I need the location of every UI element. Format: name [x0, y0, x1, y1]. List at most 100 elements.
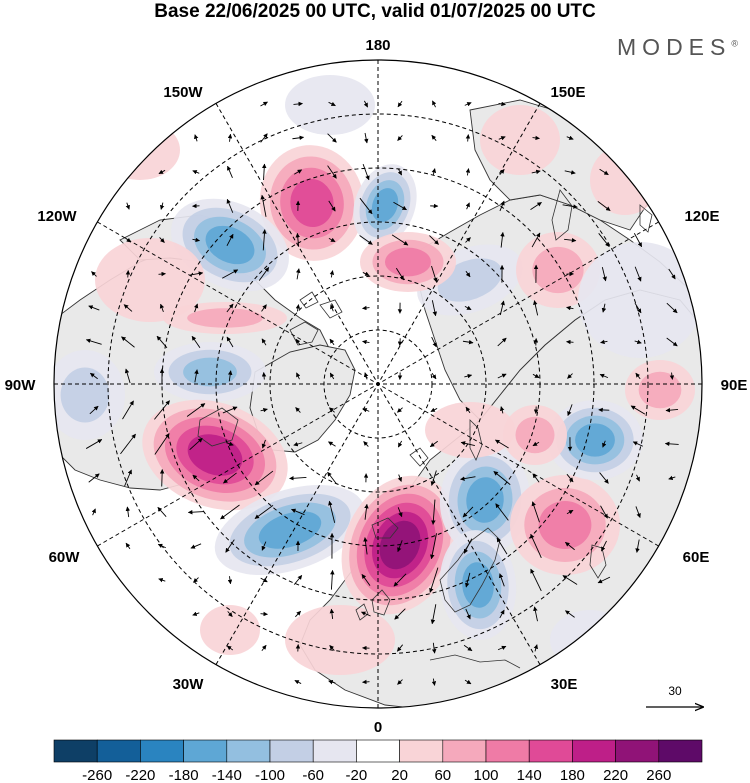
wind-vector — [630, 405, 646, 415]
wind-vector — [531, 169, 541, 175]
wind-vector — [395, 267, 405, 281]
wind-vector — [329, 372, 335, 380]
wind-vector — [363, 132, 369, 144]
wind-vector — [227, 370, 233, 382]
wind-vector — [362, 408, 370, 413]
wind-vector — [602, 440, 607, 448]
wind-vector — [91, 271, 97, 277]
wind-vector — [261, 372, 267, 380]
wind-vector — [460, 476, 476, 481]
wind-vector — [465, 270, 471, 278]
wind-vector — [393, 573, 407, 587]
reference-vector-label: 30 — [668, 684, 682, 698]
wind-vector — [599, 168, 609, 176]
wind-vector — [533, 606, 538, 622]
colorbar-swatch — [140, 739, 184, 763]
wind-vector — [159, 237, 165, 243]
wind-vector — [192, 611, 200, 616]
wind-vector — [159, 303, 165, 313]
wind-vector — [567, 404, 573, 417]
wind-vector — [227, 611, 233, 617]
wind-vector — [431, 336, 437, 348]
wind-vector — [668, 475, 676, 480]
lon-label-90w: 90W — [5, 377, 37, 394]
colorbar-swatch — [183, 739, 228, 763]
wind-vector — [91, 508, 96, 516]
colorbar-tick-label: -260 — [82, 767, 112, 783]
positive-anomaly-contour — [187, 308, 263, 328]
wind-vector — [193, 577, 199, 583]
wind-vector — [495, 439, 509, 449]
wind-vector — [532, 373, 540, 379]
wind-vector — [499, 609, 505, 619]
colorbar-swatch — [615, 739, 660, 763]
wind-vector — [190, 543, 202, 549]
wind-vector — [260, 611, 268, 617]
negative-anomaly-contour — [183, 357, 237, 387]
wind-vector — [566, 305, 574, 311]
wind-vector — [669, 372, 675, 380]
wind-vector — [601, 267, 607, 282]
wind-vector — [124, 237, 132, 243]
wind-vector — [493, 471, 511, 485]
wind-vector — [635, 506, 641, 519]
wind-vector — [431, 300, 438, 317]
wind-vector — [564, 237, 577, 243]
wind-vector — [359, 235, 373, 245]
colorbar-swatch — [96, 739, 141, 763]
wind-vector — [562, 204, 578, 209]
wind-vector — [430, 470, 437, 486]
wind-vector — [565, 610, 575, 618]
wind-vector — [296, 268, 301, 280]
longitude-labels: 180 150E 120E 90E 60E 30E 0 30W 60W 90W … — [5, 37, 748, 736]
wind-vector — [598, 233, 610, 248]
coastline-novaya-zemlya — [469, 419, 483, 461]
wind-vector — [463, 538, 473, 554]
wind-vector — [125, 202, 130, 210]
lon-label-0: 0 — [374, 719, 382, 736]
wind-vector — [154, 433, 170, 455]
wind-vector — [157, 506, 167, 517]
wind-vector — [293, 101, 303, 107]
wind-vector — [465, 406, 471, 414]
positive-anomaly-contour — [95, 238, 205, 322]
reference-vector: 30 — [646, 684, 703, 707]
negative-anomaly-contour — [578, 242, 702, 358]
wind-vector — [194, 369, 199, 383]
lon-label-120w: 120W — [37, 208, 77, 225]
wind-vector — [635, 539, 640, 553]
wind-vector — [431, 372, 437, 380]
wind-vector — [328, 500, 336, 523]
positive-anomaly-contour — [480, 105, 560, 175]
colorbar-swatch — [442, 739, 487, 763]
wind-vector — [497, 645, 507, 651]
wind-vector — [362, 271, 370, 276]
wind-vector — [397, 168, 403, 176]
wind-vector — [531, 232, 541, 248]
wind-vector — [187, 509, 204, 515]
wind-vector — [430, 604, 437, 625]
wind-vector — [497, 373, 507, 379]
wind-vector — [289, 476, 307, 481]
wind-vector — [397, 679, 403, 685]
wind-vector — [159, 202, 165, 210]
wind-vector — [125, 506, 131, 518]
positive-anomaly-contour — [285, 605, 395, 675]
coastline-mediterranean — [429, 654, 521, 669]
wind-vector — [295, 610, 301, 618]
wind-vector — [431, 134, 437, 142]
wind-vector — [500, 231, 505, 248]
registered-mark: ® — [731, 38, 738, 49]
positive-anomaly-contour — [290, 179, 334, 227]
wind-vector — [499, 200, 505, 212]
wind-vector — [391, 234, 409, 246]
wind-vector — [222, 406, 238, 414]
brand-name: MODES — [617, 34, 732, 60]
wind-vector — [254, 505, 274, 519]
colorbar-tick-label: -20 — [346, 767, 368, 783]
lon-label-30e: 30E — [551, 676, 578, 693]
wind-vector — [189, 271, 204, 276]
coastline-british-isles — [355, 589, 391, 621]
coastline-japan — [639, 204, 653, 233]
